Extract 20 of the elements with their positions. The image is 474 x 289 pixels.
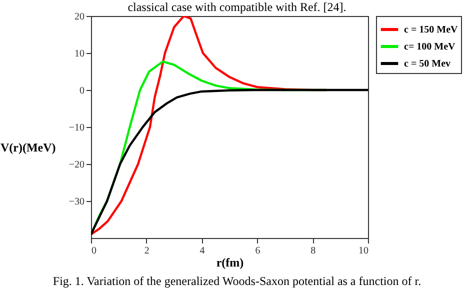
x-axis-title: r(fm) bbox=[216, 256, 244, 270]
x-tick-label: 0 bbox=[92, 246, 96, 256]
y-tick-label: −30 bbox=[68, 196, 84, 208]
legend-label: c = 150 MeV bbox=[404, 24, 459, 36]
y-tick-label: 0 bbox=[80, 86, 84, 96]
caption: Fig. 1. Variation of the generalized Woods-Saxon potential as a function of r. bbox=[52, 274, 422, 289]
text: classical case with compatible with Ref. [24]. bbox=[128, 0, 346, 14]
y-tick-label: −10 bbox=[68, 122, 84, 134]
y-tick-label: −20 bbox=[68, 160, 84, 170]
legend-label: c = 50 Mev bbox=[404, 58, 451, 70]
x-tick-label: 8 bbox=[310, 246, 316, 256]
x-tick-label: 10 bbox=[358, 246, 368, 256]
y-tick-label: 10 bbox=[74, 48, 84, 60]
line-series bbox=[91, 88, 368, 236]
x-tick-label: 4 bbox=[200, 246, 205, 256]
legend-label: c= 100 MeV bbox=[404, 42, 456, 52]
x-tick-label: 6 bbox=[255, 246, 260, 256]
x-tick-label: 2 bbox=[144, 246, 150, 256]
y-tick-label: 20 bbox=[74, 12, 84, 22]
y-axis-title: V(r)(MeV) bbox=[0, 140, 56, 154]
